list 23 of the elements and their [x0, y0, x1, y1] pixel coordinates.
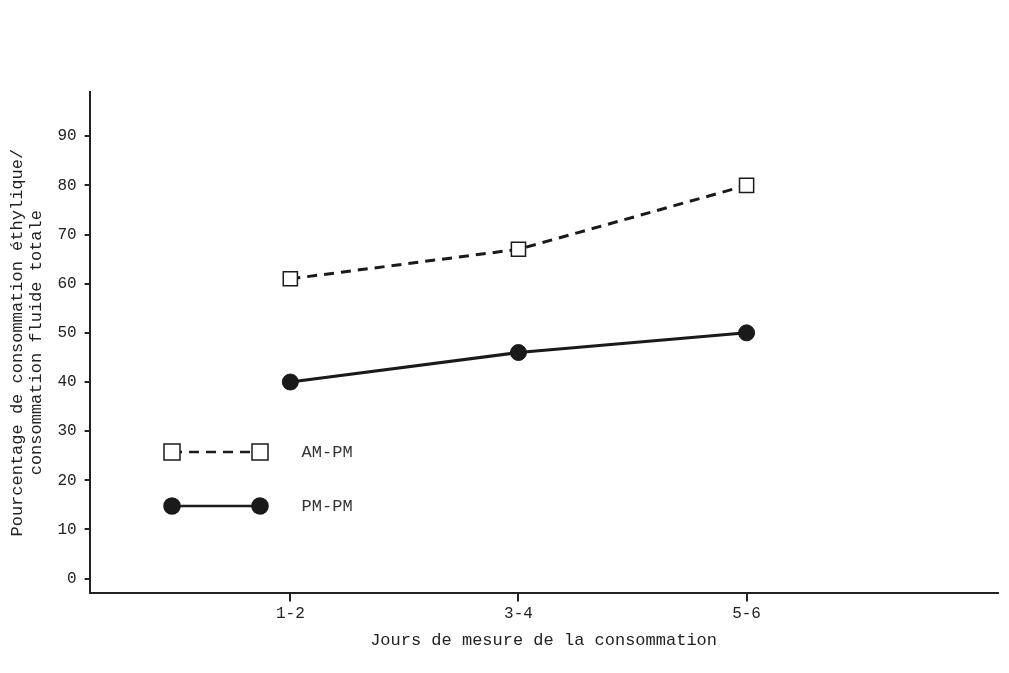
- x-tick-label: 5-6: [732, 605, 761, 624]
- y-tick-label: 80: [57, 176, 77, 195]
- legend-label: AM-PM: [301, 442, 353, 462]
- y-tick-label: 40: [57, 373, 77, 392]
- point: [738, 177, 755, 194]
- y-tick-label: 30: [57, 422, 77, 441]
- x-tick-label: 3-4: [504, 605, 533, 624]
- point: [510, 241, 527, 258]
- x-axis-title: Jours de mesure de la consommation: [370, 631, 717, 651]
- point: [738, 324, 756, 342]
- point: [282, 270, 299, 287]
- y-tick-label: 10: [57, 520, 77, 539]
- y-axis-title: Pourcentage de consommation éthylique/ consommation fluide totale: [7, 148, 46, 537]
- y-tick-label: 70: [57, 225, 77, 244]
- y-tick-label: 90: [57, 127, 77, 146]
- x-tick-label: 1-2: [275, 605, 305, 624]
- point: [509, 344, 527, 362]
- y-tick-label: 20: [57, 471, 77, 490]
- y-tick-label: 60: [57, 274, 77, 293]
- point: [281, 373, 299, 391]
- legend-label: PM-PM: [301, 496, 353, 516]
- y-tick-label: 50: [57, 324, 77, 343]
- y-tick-label: 0: [66, 569, 77, 588]
